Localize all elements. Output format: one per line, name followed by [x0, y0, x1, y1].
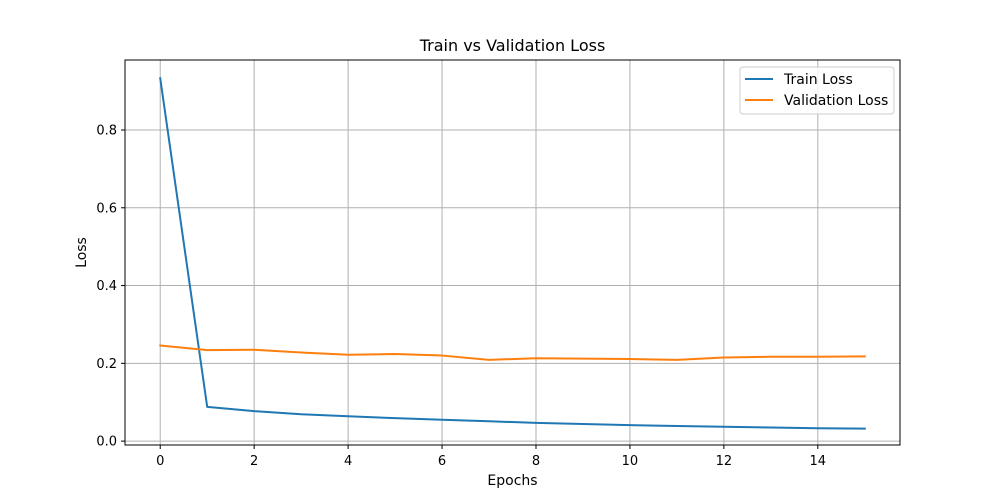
x-tick-label: 14: [810, 454, 827, 469]
x-tick-label: 2: [250, 454, 258, 469]
y-tick-label: 0.0: [96, 435, 117, 450]
y-tick-label: 0.2: [96, 357, 117, 372]
plot-area-frame: [124, 59, 901, 446]
x-tick-label: 0: [156, 454, 164, 469]
chart-title: Train vs Validation Loss: [419, 36, 606, 55]
legend-label-validation-loss: Validation Loss: [784, 93, 888, 109]
y-tick-label: 0.4: [96, 279, 117, 294]
legend-entries: Train Loss Validation Loss: [745, 72, 888, 109]
x-tick-label: 12: [716, 454, 733, 469]
x-tick-label: 4: [344, 454, 352, 469]
x-tick-label: 8: [532, 454, 540, 469]
legend-box: [739, 66, 895, 115]
y-tick-label: 0.6: [96, 201, 117, 216]
validation-loss-line: [159, 344, 866, 361]
axis-ticks: 0 2 4 6 8 10 12 14 0.0 0.2 0.4 0.6 0.8: [96, 124, 826, 470]
legend: Train Loss Validation Loss: [739, 66, 895, 115]
legend-label-train-loss: Train Loss: [783, 72, 853, 88]
x-tick-label: 10: [622, 454, 639, 469]
series-lines: [159, 77, 866, 430]
train-loss-line: [159, 77, 866, 430]
x-tick-label: 6: [438, 454, 446, 469]
y-tick-label: 0.8: [96, 124, 117, 139]
x-axis-label: Epochs: [487, 473, 537, 489]
y-axis-label: Loss: [74, 237, 90, 268]
grid: [125, 60, 900, 445]
